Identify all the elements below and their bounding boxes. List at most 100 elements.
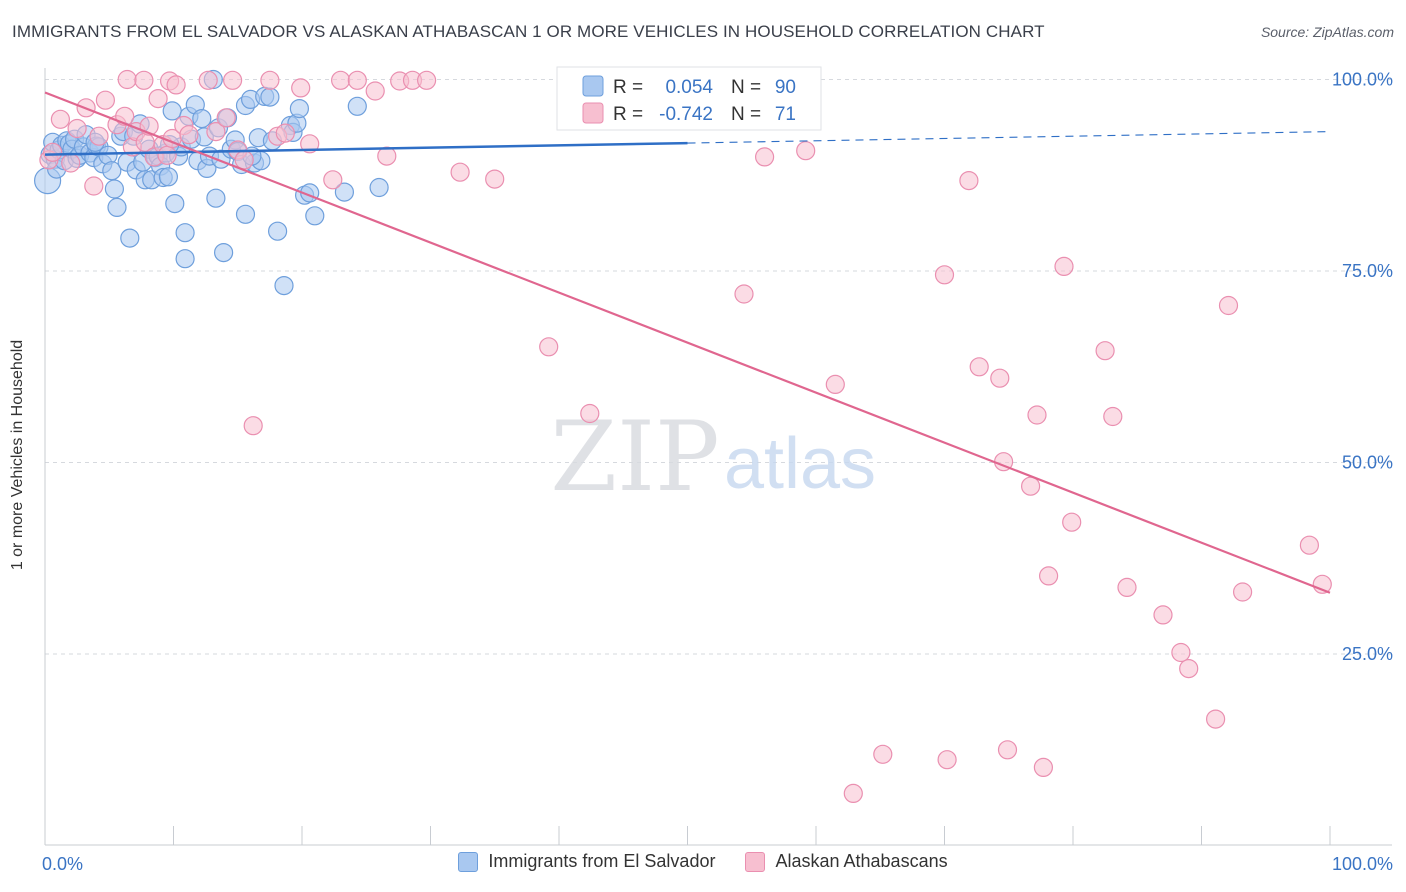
watermark-atlas: atlas [724,424,876,504]
point-athabascan [198,70,218,90]
point-athabascan [89,126,109,146]
point-athabascan [291,78,311,98]
point-el-salvador [165,194,185,214]
point-athabascan [873,744,893,764]
point-el-salvador [206,188,226,208]
legend-box: R = 0.054 N = 90 R = -0.742 N = 71 [556,66,822,131]
legend-label-el-salvador: Immigrants from El Salvador [488,851,716,871]
point-athabascan [347,70,367,90]
point-athabascan [331,70,351,90]
trendline-el-salvador-extension [687,130,1331,144]
x-tick-label-max: 100.0% [1332,854,1393,874]
point-athabascan [61,153,81,173]
point-athabascan [754,147,775,167]
point-athabascan [1020,476,1041,496]
trend-layer [44,91,1331,594]
point-athabascan [1033,757,1054,778]
point-athabascan [450,162,470,182]
point-athabascan [997,740,1018,760]
point-athabascan [1103,406,1123,427]
point-el-salvador [158,167,178,187]
legend-label-athabascans: Alaskan Athabascans [775,851,948,871]
point-athabascan [67,118,87,139]
points-layer [33,69,1332,804]
trendline-athabascan [44,91,1331,594]
point-athabascan [1153,605,1173,625]
point-athabascan [323,170,343,190]
point-el-salvador [102,161,122,181]
point-athabascan [934,265,955,285]
legend-item-el-salvador[interactable]: Immigrants from El Salvador [458,851,715,872]
point-athabascan [990,368,1010,388]
point-athabascan [365,81,385,101]
watermark: ZIP atlas [550,401,876,513]
point-athabascan [1232,582,1253,602]
watermark-zip: ZIP [550,401,719,513]
point-athabascan [1179,658,1199,679]
point-athabascan [969,357,989,377]
legend-swatch-pink [745,851,766,872]
bottom-legend: Immigrants from El Salvador Alaskan Atha… [0,851,1406,872]
point-el-salvador [334,182,354,202]
legend-r-value: 0.054 [665,77,713,98]
chart-title: IMMIGRANTS FROM EL SALVADOR VS ALASKAN A… [12,22,1045,41]
y-tick-label: 100.0% [1332,70,1393,90]
point-athabascan [260,70,280,90]
point-el-salvador [235,204,256,224]
point-athabascan [206,122,226,142]
point-el-salvador [214,243,234,263]
point-el-salvador [104,179,125,199]
point-el-salvador [120,228,140,248]
point-athabascan [485,169,505,189]
legend-r-label: R = [613,77,643,98]
legend-n-label: N = [731,77,761,98]
point-athabascan [117,69,137,90]
point-athabascan [243,416,263,436]
point-athabascan [216,108,236,128]
point-athabascan [796,141,816,161]
y-tick-label: 50.0% [1342,453,1393,473]
point-el-salvador [260,87,280,107]
point-el-salvador [274,276,294,296]
point-athabascan [134,70,154,90]
legend-r-value: -0.742 [659,104,713,125]
point-athabascan [1218,295,1239,316]
point-athabascan [157,145,177,165]
point-athabascan [223,70,243,90]
legend-swatch-blue [458,851,479,872]
point-athabascan [95,90,116,110]
y-axis-label: 1 or more Vehicles in Household [9,339,26,571]
source-credit: Source: ZipAtlas.com [1260,24,1394,40]
point-athabascan [234,150,254,170]
point-el-salvador [347,96,367,116]
point-athabascan [1027,405,1047,425]
point-el-salvador [175,249,195,269]
point-athabascan [1299,535,1320,555]
point-athabascan [580,403,600,424]
point-el-salvador [162,101,182,121]
point-athabascan [1117,577,1137,598]
legend-swatch-blue [582,75,604,97]
point-athabascan [825,374,845,394]
trendline-el-salvador [44,141,688,156]
point-athabascan [417,70,437,90]
point-athabascan [50,109,71,129]
point-athabascan [734,284,754,304]
point-athabascan [843,783,863,804]
point-athabascan [84,176,104,196]
point-athabascan [179,125,199,145]
axis-layer [44,68,1392,846]
point-athabascan [275,123,295,143]
point-el-salvador [289,98,309,119]
point-el-salvador [107,197,127,217]
legend-item-athabascans[interactable]: Alaskan Athabascans [745,851,948,872]
point-athabascan [937,750,957,770]
point-athabascan [1095,341,1115,361]
point-el-salvador [369,177,389,198]
y-tick-label: 75.0% [1342,261,1393,281]
legend-r-label: R = [613,104,643,125]
legend-swatch-pink [582,102,604,124]
legend-n-value: 71 [775,104,796,125]
point-athabascan [300,134,320,154]
